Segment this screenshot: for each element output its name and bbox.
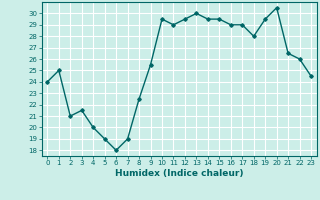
X-axis label: Humidex (Indice chaleur): Humidex (Indice chaleur) <box>115 169 244 178</box>
